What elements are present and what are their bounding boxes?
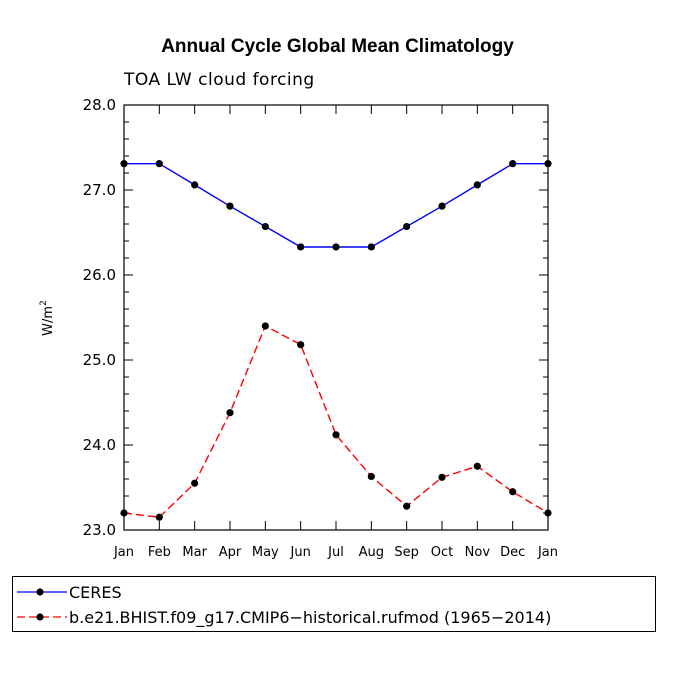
series-0-point — [261, 222, 269, 231]
series-1-point — [191, 479, 199, 487]
plot-frame — [123, 104, 549, 531]
series-0-point — [191, 181, 199, 189]
legend-label-ceres: CERES — [69, 582, 122, 602]
series-1-point — [438, 473, 446, 481]
x-tick-label: Mar — [182, 545, 207, 560]
series-1-point — [155, 513, 163, 521]
series-1-point — [403, 502, 411, 510]
y-tick-label: 24.0 — [83, 436, 116, 454]
series-line-0 — [124, 162, 548, 248]
legend-item-model: b.e21.BHIST.f09_g17.CMIP6−historical.ruf… — [13, 605, 551, 629]
x-tick-label: Dec — [500, 545, 525, 560]
series-1-point — [297, 341, 305, 349]
x-tick-label: Jun — [290, 545, 311, 560]
series-1-point — [332, 431, 340, 439]
series-1-point — [544, 509, 552, 517]
series-1-point — [473, 462, 481, 470]
y-tick-label: 28.0 — [83, 96, 116, 114]
series-1-point — [367, 472, 375, 481]
x-tick-label: Apr — [219, 545, 242, 560]
series-0-point — [120, 160, 128, 168]
series-1-point — [226, 409, 234, 417]
series-1-point — [120, 509, 128, 517]
legend-swatch-ceres — [17, 588, 67, 596]
x-tick-label: Feb — [148, 545, 171, 560]
chart-subtitle: TOA LW cloud forcing — [124, 70, 315, 90]
y-tick-label: 23.0 — [83, 521, 116, 539]
legend-label-model: b.e21.BHIST.f09_g17.CMIP6−historical.ruf… — [69, 607, 552, 627]
y-axis-label-text: W/m — [41, 306, 56, 336]
x-tick-label: Sep — [394, 545, 419, 560]
legend-item-ceres: CERES — [13, 580, 122, 604]
series-line-1 — [123, 325, 549, 519]
series-0-point — [226, 202, 234, 210]
series-0-point — [367, 243, 375, 251]
series-1-point — [261, 322, 269, 330]
chart-title: Annual Cycle Global Mean Climatology — [161, 36, 514, 57]
x-tick-label: Jul — [327, 545, 344, 560]
legend-swatch-model — [17, 613, 67, 621]
y-axis-label: W/m2 — [39, 300, 56, 336]
y-axis-label-superscript: 2 — [39, 300, 49, 306]
x-tick-label: Aug — [359, 545, 384, 560]
y-tick-label: 25.0 — [83, 351, 116, 369]
x-tick-label: May — [252, 545, 279, 560]
series-0-point — [438, 202, 446, 210]
series-0-point — [155, 160, 163, 168]
y-tick-label: 27.0 — [83, 181, 116, 199]
x-tick-label: Nov — [465, 545, 491, 560]
legend: CERES b.e21.BHIST.f09_g17.CMIP6−historic… — [12, 576, 656, 632]
series-1-point — [509, 488, 517, 496]
x-tick-label: Jan — [113, 545, 134, 560]
series-0-point — [509, 160, 517, 168]
x-tick-label: Jan — [537, 545, 558, 560]
series-0-point — [473, 181, 481, 189]
series-0-point — [544, 160, 552, 168]
series-0-point — [332, 243, 340, 251]
y-tick-label: 26.0 — [83, 266, 116, 284]
series-0-point — [297, 243, 305, 251]
series-0-point — [403, 222, 411, 231]
x-tick-label: Oct — [431, 545, 453, 560]
